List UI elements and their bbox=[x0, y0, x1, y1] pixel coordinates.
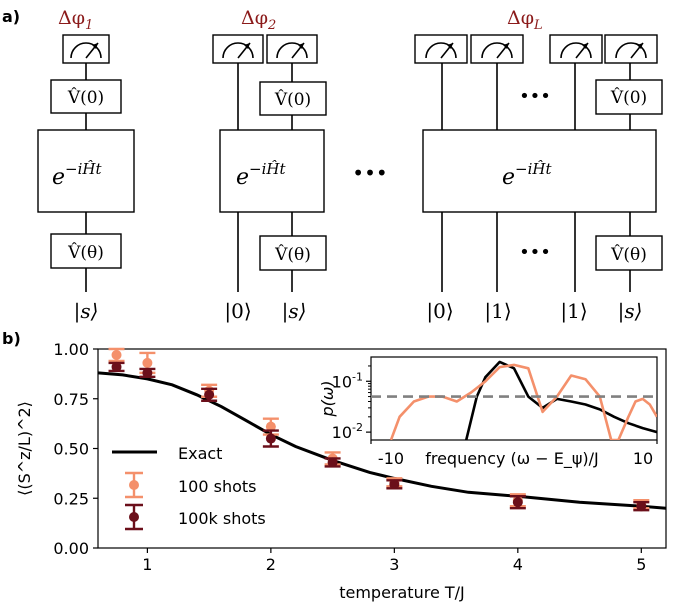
x-tick-label: 4 bbox=[513, 555, 523, 574]
input-state: |s⟩ bbox=[74, 299, 99, 324]
meter-icon bbox=[604, 34, 658, 64]
meter-icon bbox=[212, 34, 264, 64]
meter-icon bbox=[266, 34, 318, 64]
input-state: |0⟩ bbox=[426, 299, 453, 324]
evolution-label: e−iĤt bbox=[52, 160, 102, 190]
legend-swatch-point bbox=[129, 512, 139, 522]
inset-curve-exact bbox=[464, 360, 657, 440]
legend-swatch-point bbox=[129, 480, 139, 490]
evolution-box bbox=[422, 129, 657, 213]
inset-y-tick-label: 10-1 bbox=[332, 370, 363, 391]
evolution-label: e−iĤt bbox=[502, 160, 552, 190]
y-tick-label: 0.00 bbox=[53, 539, 89, 558]
readout-ellipsis: ••• bbox=[519, 86, 551, 107]
phase-label-L: ΔφL bbox=[507, 7, 543, 33]
x-tick-label: 3 bbox=[389, 555, 399, 574]
inset-plot: 10-1 10-2 -10 10 frequency (ω − E_ψ)/J p(ω) bbox=[318, 356, 658, 469]
readout-gate bbox=[595, 79, 663, 115]
y-tick-label: 1.00 bbox=[53, 340, 89, 359]
readout-gate-label: V̂(0) bbox=[67, 88, 104, 108]
readout-gate-label: V̂(0) bbox=[610, 88, 647, 108]
legend-label: 100 shots bbox=[178, 477, 257, 496]
prep-gate bbox=[259, 235, 327, 271]
main-plot: 1 2 3 4 5 0.00 0.25 0.50 0.75 1.00 temperature T/J… bbox=[15, 340, 667, 602]
prep-gate bbox=[595, 235, 663, 271]
inset-x-tick-label: 10 bbox=[633, 449, 653, 468]
evolution-box bbox=[219, 129, 325, 213]
y-tick-label: 0.50 bbox=[53, 440, 89, 459]
panel-b-label: b) bbox=[2, 329, 21, 348]
prep-gate-label: V̂(θ) bbox=[610, 245, 647, 265]
y-tick-label: 0.25 bbox=[53, 489, 89, 508]
meter-icon bbox=[549, 34, 603, 64]
point-100k-shots bbox=[327, 457, 338, 468]
prep-gate-label: V̂(θ) bbox=[67, 243, 104, 263]
input-state: |s⟩ bbox=[282, 299, 307, 324]
point-100k-shots bbox=[636, 501, 647, 512]
input-state: |1⟩ bbox=[560, 299, 587, 324]
y-tick-label: 0.75 bbox=[53, 390, 89, 409]
x-tick-label: 1 bbox=[142, 555, 152, 574]
point-100k-shots bbox=[142, 367, 153, 378]
circuit-3: ΔφL ••• V̂(0) e−iĤt bbox=[414, 7, 663, 324]
circuit-ellipsis: ••• bbox=[352, 161, 387, 185]
inset-x-tick-label: -10 bbox=[378, 449, 404, 468]
circuit-2: Δφ2 V̂(0) e−iĤt V̂(θ) |0⟩ |s⟩ bbox=[212, 7, 327, 324]
point-100-shots bbox=[142, 357, 153, 368]
meter-icon bbox=[470, 34, 524, 64]
panel-a-label: a) bbox=[2, 7, 20, 26]
prep-ellipsis: ••• bbox=[519, 242, 551, 263]
point-100k-shots bbox=[111, 361, 122, 372]
meter-icon bbox=[62, 34, 110, 64]
x-tick-label: 5 bbox=[636, 555, 646, 574]
prep-gate-label: V̂(θ) bbox=[274, 245, 311, 265]
point-100k-shots bbox=[204, 389, 215, 400]
legend-label: 100k shots bbox=[178, 509, 266, 528]
point-100-shots bbox=[265, 421, 276, 432]
input-state: |1⟩ bbox=[484, 299, 511, 324]
y-axis-label: ⟨(S^z/L)^2⟩ bbox=[15, 401, 34, 496]
x-axis-label: temperature T/J bbox=[339, 583, 465, 602]
circuit-1: Δφ1 V̂(0) e−iĤt V̂(θ) |s⟩ bbox=[37, 7, 135, 324]
input-state: |0⟩ bbox=[224, 299, 251, 324]
evolution-label: e−iĤt bbox=[236, 160, 286, 190]
phase-label-2: Δφ2 bbox=[241, 7, 276, 33]
legend-label: Exact bbox=[178, 444, 222, 463]
meter-icon bbox=[414, 34, 468, 64]
point-100k-shots bbox=[389, 479, 400, 490]
point-100k-shots bbox=[512, 497, 523, 508]
inset-y-tick-label: 10-2 bbox=[332, 421, 363, 442]
x-tick-label: 2 bbox=[266, 555, 276, 574]
exact-curve bbox=[98, 371, 666, 510]
readout-gate-label: V̂(0) bbox=[274, 90, 311, 110]
inset-x-axis-label: frequency (ω − E_ψ)/J bbox=[425, 449, 599, 469]
point-100k-shots bbox=[265, 433, 276, 444]
phase-label-1: Δφ1 bbox=[58, 7, 93, 33]
evolution-box bbox=[37, 129, 135, 213]
readout-gate bbox=[50, 79, 122, 114]
point-100-shots bbox=[111, 349, 122, 360]
input-state: |s⟩ bbox=[618, 299, 643, 324]
inset-y-axis-label: p(ω) bbox=[318, 380, 337, 417]
readout-gate bbox=[259, 81, 327, 116]
prep-gate bbox=[50, 233, 122, 269]
